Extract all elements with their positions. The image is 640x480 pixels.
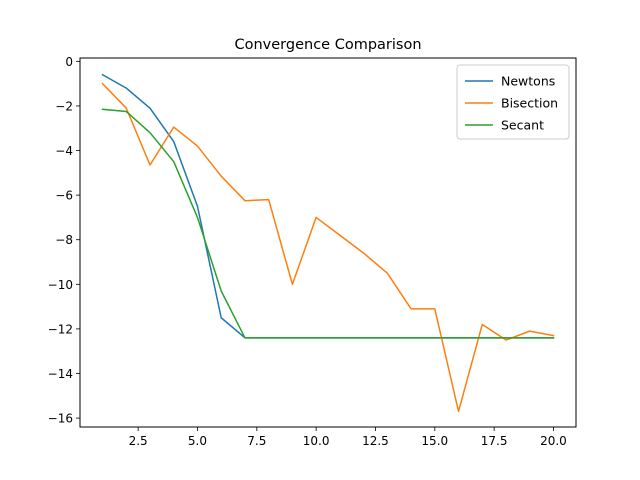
y-tick-label: −8 (55, 233, 73, 247)
axis-ticks: 2.5 5.0 7.5 10.0 12.5 15.0 17.5 20.0 0 −2 −4 −6 −8 −1… (48, 55, 567, 448)
legend-label-secant: Secant (501, 118, 544, 133)
x-tick-label: 5.0 (188, 434, 207, 448)
x-tick-label: 12.5 (362, 434, 389, 448)
series-line-secant (101, 108, 555, 339)
series-line-bisection (101, 82, 555, 413)
plot-frame (79, 57, 577, 428)
y-tick-label: −10 (48, 278, 73, 292)
x-tick-label: 17.5 (481, 434, 508, 448)
series-layer (101, 73, 555, 413)
legend-label-bisection: Bisection (501, 96, 558, 111)
legend-label-newtons: Newtons (501, 74, 555, 89)
x-tick-label: 10.0 (303, 434, 330, 448)
y-tick-label: 0 (65, 55, 73, 69)
y-tick-label: −14 (48, 367, 73, 381)
legend: Newtons Bisection Secant (456, 64, 570, 140)
legend-box (456, 64, 570, 140)
x-tick-label: 20.0 (540, 434, 567, 448)
y-tick-label: −12 (48, 322, 73, 336)
x-tick-label: 7.5 (247, 434, 266, 448)
y-tick-label: −6 (55, 189, 73, 203)
y-tick-label: −4 (55, 144, 73, 158)
y-tick-label: −16 (48, 412, 73, 426)
chart-title: Convergence Comparison (234, 37, 421, 53)
x-tick-label: 15.0 (421, 434, 448, 448)
y-tick-label: −2 (55, 99, 73, 113)
x-tick-label: 2.5 (129, 434, 148, 448)
